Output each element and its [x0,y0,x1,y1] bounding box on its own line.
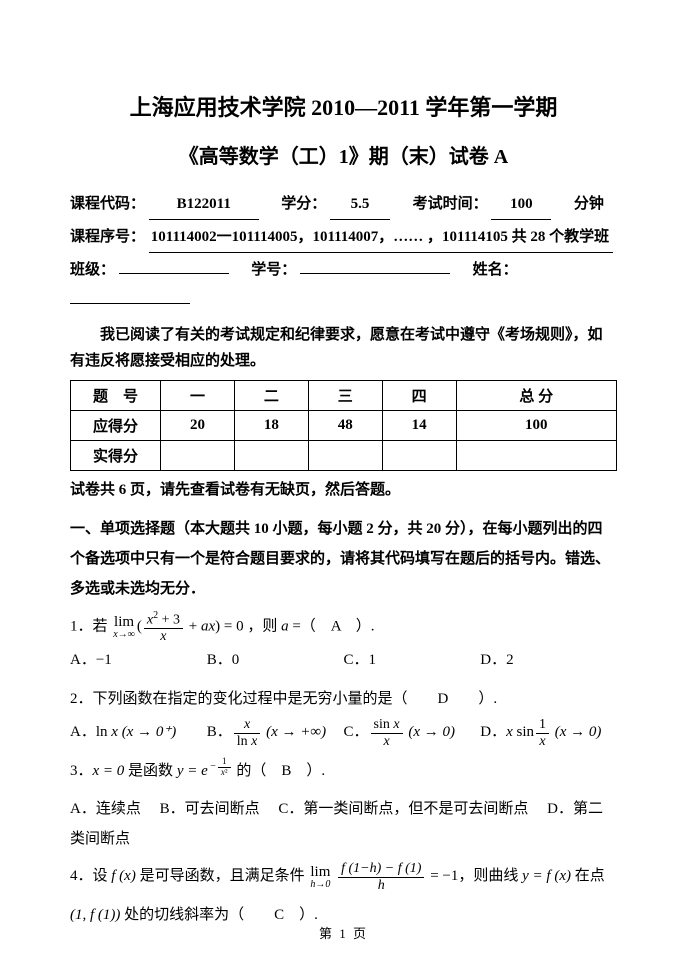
id-label: 学号： [251,262,296,278]
act-3 [308,441,382,471]
minute-label: 分钟 [574,196,604,212]
fraction: f (1−h) − f (1)h [338,861,424,893]
fraction: sin xx [371,717,403,749]
page-note: 试卷共 6 页，请先查看试卷有无缺页，然后答题。 [70,477,617,504]
page-number: 第 1 页 [0,923,687,942]
q2-optB: B．xln x (x → +∞) [207,716,344,749]
q3-optB: B．可去间断点 [160,801,260,817]
info-line-3: 班级： 学号： 姓名： [70,255,617,315]
fraction: 1x [536,717,549,749]
exp-1: 20 [161,411,235,441]
q1-optC: C．1 [344,644,481,677]
main-title: 上海应用技术学院 2010—2011 学年第一学期 [70,90,617,122]
q2-optD: D．x sin1x (x → 0) [480,716,617,749]
exam-time-label: 考试时间： [413,196,488,212]
fraction: xln x [234,717,261,749]
exam-time-value: 100 [491,189,551,220]
act-4 [382,441,456,471]
row-actual-label: 实得分 [71,441,161,471]
hdr-1: 一 [161,381,235,411]
q1-optA: A．−1 [70,644,207,677]
question-4: 4．设 f (x) 是可导函数，且满足条件 limh→0 f (1−h) − f… [70,860,617,893]
sub-title: 《高等数学（工）1》期（末）试卷 A [70,140,617,169]
q3-optA: A．连续点 [70,801,141,817]
act-total [456,441,616,471]
honor-statement: 我已阅读了有关的考试规定和纪律要求，愿意在考试中遵守《考场规则》，如有违反将愿接… [70,323,617,374]
class-blank [119,273,229,274]
q2-options: A．ln x (x → 0⁺) B．xln x (x → +∞) C．sin x… [70,716,617,749]
exp-3: 48 [308,411,382,441]
exp-2: 18 [234,411,308,441]
course-seq-value: 101114002一101114005，101114007，…… ，101114… [149,222,613,253]
q1-options: A．−1 B．0 C．1 D．2 [70,644,617,677]
exp-total: 100 [456,411,616,441]
name-blank [70,303,190,304]
row-expected-label: 应得分 [71,411,161,441]
table-row: 应得分 20 18 48 14 100 [71,411,617,441]
q1-optD: D．2 [480,644,617,677]
hdr-4: 四 [382,381,456,411]
class-label: 班级： [70,262,115,278]
exponent: −1x² [208,761,233,772]
limit-symbol: limx→∞ [113,615,135,640]
id-blank [300,273,450,274]
q3-optC: C．第一类间断点，但不是可去间断点 [278,801,528,817]
question-3: 3．x = 0 是函数 y = e −1x² 的（ B ）. [70,755,617,788]
q2-optA: A．ln x (x → 0⁺) [70,716,207,749]
q1-mid2: =（ A ）. [292,619,374,635]
act-1 [161,441,235,471]
section-1-title: 一、单项选择题（本大题共 10 小题，每小题 2 分，共 20 分），在每小题列… [70,514,617,604]
fraction: x2 + 3x [144,610,183,644]
q1-optB: B．0 [207,644,344,677]
limit-symbol: limh→0 [310,865,330,890]
course-code-label: 课程代码： [70,196,145,212]
q3-options: A．连续点 B．可去间断点 C．第一类间断点，但不是可去间断点 D．第二类间断点 [70,794,617,854]
hdr-3: 三 [308,381,382,411]
exp-4: 14 [382,411,456,441]
info-line-2: 课程序号： 101114002一101114005，101114007，…… ，… [70,222,617,253]
question-2: 2．下列函数在指定的变化过程中是无穷小量的是（ D ）. [70,683,617,716]
q1-prefix: 1．若 [70,619,108,635]
q2-optC: C．sin xx (x → 0) [344,716,481,749]
table-row: 实得分 [71,441,617,471]
name-label: 姓名： [473,262,518,278]
hdr-total: 总 分 [456,381,616,411]
credit-value: 5.5 [330,189,390,220]
hdr-2: 二 [234,381,308,411]
question-1: 1．若 limx→∞(x2 + 3x + ax) = 0 ，则 a =（ A ）… [70,610,617,644]
q1-mid1: ，则 [247,619,277,635]
course-code-value: B122011 [149,189,259,220]
info-line-1: 课程代码： B122011 学分： 5.5 考试时间： 100 分钟 [70,189,617,220]
credit-label: 学分： [281,196,326,212]
q1-var: a [281,619,289,635]
course-seq-label: 课程序号： [70,229,145,245]
hdr-qnum: 题 号 [71,381,161,411]
act-2 [234,441,308,471]
score-table: 题 号 一 二 三 四 总 分 应得分 20 18 48 14 100 实得分 [70,380,617,471]
table-row: 题 号 一 二 三 四 总 分 [71,381,617,411]
